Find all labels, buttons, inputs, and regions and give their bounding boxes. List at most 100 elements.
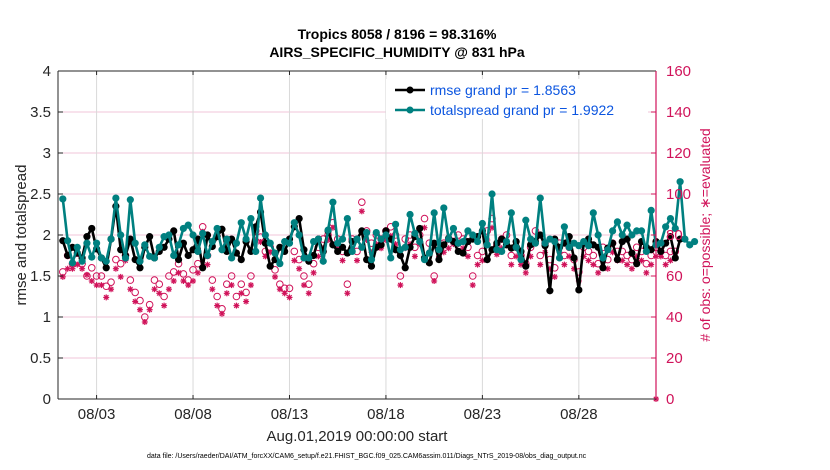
x-tick-label: 08/08 — [174, 406, 212, 423]
totalspread-point — [343, 215, 351, 223]
obs-evaluated-point — [296, 265, 303, 272]
obs-possible-point — [536, 251, 545, 260]
totalspread-point — [348, 247, 356, 255]
obs-evaluated-point — [165, 286, 172, 293]
obs-possible-point — [165, 272, 173, 280]
y-axis-right-label: # of obs: o=possible; ∗=evaluated — [697, 128, 713, 341]
obs-evaluated-point — [344, 290, 351, 297]
totalspread-point — [613, 218, 622, 226]
obs-possible-point — [92, 272, 101, 280]
y-right-tick-label: 60 — [666, 268, 683, 285]
rmse-point — [570, 254, 578, 262]
totalspread-point — [59, 195, 67, 203]
obs-evaluated-point — [132, 298, 139, 305]
obs-evaluated-point — [185, 282, 192, 289]
rmse-point — [546, 287, 554, 295]
totalspread-point — [507, 209, 515, 217]
totalspread-point — [555, 254, 564, 262]
obs-evaluated-point — [190, 278, 197, 284]
totalspread-point — [285, 239, 294, 247]
obs-possible-point — [116, 259, 125, 268]
obs-evaluated-point — [522, 269, 529, 276]
totalspread-point — [319, 257, 327, 265]
obs-evaluated-point — [69, 265, 76, 272]
rmse-point — [377, 241, 385, 249]
obs-evaluated-point — [638, 257, 645, 264]
obs-possible-point — [237, 280, 246, 289]
obs-evaluated-point — [156, 290, 163, 297]
y-right-tick-label: 140 — [666, 104, 691, 121]
obs-evaluated-point — [517, 261, 524, 268]
obs-evaluated-point — [141, 319, 148, 325]
totalspread-point — [107, 235, 115, 243]
totalspread-point — [68, 259, 77, 267]
rmse-point — [174, 256, 183, 264]
obs-evaluated-point — [358, 208, 365, 215]
obs-evaluated-point — [88, 278, 95, 284]
totalspread-point — [237, 219, 245, 227]
totalspread-point — [102, 257, 110, 265]
obs-possible-point — [420, 214, 429, 223]
obs-possible-point — [155, 280, 164, 289]
obs-evaluated-point — [161, 302, 168, 309]
x-tick-label: 08/03 — [78, 406, 116, 423]
rmse-point — [435, 256, 443, 264]
obs-evaluated-point — [117, 273, 124, 280]
totalspread-point — [247, 215, 255, 223]
totalspread-point — [478, 219, 486, 228]
obs-evaluated-point — [585, 257, 592, 264]
obs-possible-point — [208, 276, 217, 284]
data-file-footer: data file: /Users/raeder/DAI/ATM_forcXX/… — [147, 453, 587, 460]
totalspread-point — [117, 231, 125, 239]
obs-evaluated-point — [286, 294, 293, 301]
obs-evaluated-point — [83, 271, 90, 278]
totalspread-point — [329, 198, 337, 206]
obs-evaluated-point — [354, 257, 360, 264]
totalspread-point — [232, 239, 241, 247]
totalspread-point — [73, 243, 81, 251]
totalspread-point — [266, 239, 274, 247]
rmse-point — [666, 233, 675, 241]
obs-possible-point — [232, 292, 241, 301]
rmse-point — [146, 233, 154, 241]
totalspread-point — [541, 239, 549, 247]
y-tick-label: 3 — [43, 145, 51, 162]
totalspread-point — [527, 235, 535, 243]
totalspread-point — [242, 235, 250, 243]
totalspread-point — [121, 254, 130, 262]
y-right-tick-label: 100 — [666, 186, 691, 203]
obs-evaluated-point — [243, 298, 250, 305]
obs-evaluated-point — [648, 261, 655, 268]
totalspread-point — [203, 251, 212, 260]
totalspread-point — [208, 237, 216, 246]
totalspread-point — [551, 237, 559, 246]
obs-possible-point — [589, 251, 598, 260]
y-axis-label: rmse and totalspread — [13, 165, 30, 306]
obs-evaluated-point — [305, 290, 312, 297]
rmse-point — [483, 256, 491, 264]
totalspread-point — [580, 237, 588, 246]
totalspread-point — [604, 246, 612, 254]
obs-evaluated-point — [464, 253, 471, 260]
obs-evaluated-point — [223, 290, 230, 297]
legend-spread-marker — [406, 106, 414, 114]
obs-evaluated-point — [79, 265, 86, 272]
totalspread-point — [126, 196, 134, 204]
rmse-point — [184, 251, 192, 260]
y-tick-label: 1.5 — [30, 268, 51, 285]
totalspread-point — [170, 251, 178, 260]
x-tick-label: 08/13 — [271, 406, 309, 423]
totalspread-point — [252, 247, 260, 255]
totalspread-point — [256, 194, 265, 202]
obs-evaluated-point — [218, 310, 225, 317]
totalspread-point — [353, 235, 361, 243]
y-tick-label: 1 — [43, 309, 51, 326]
obs-possible-point — [107, 278, 115, 286]
y-right-tick-label: 160 — [666, 63, 691, 80]
obs-evaluated-point — [643, 269, 650, 276]
x-tick-label: 08/18 — [367, 406, 405, 423]
totalspread-point — [512, 243, 520, 251]
axes: 08/03 08/08 08/13 08/18 08/23 08/28 0 0.5 1 1.5 2 2… — [30, 63, 691, 423]
totalspread-point — [223, 235, 231, 243]
totalspread-point — [155, 243, 163, 251]
